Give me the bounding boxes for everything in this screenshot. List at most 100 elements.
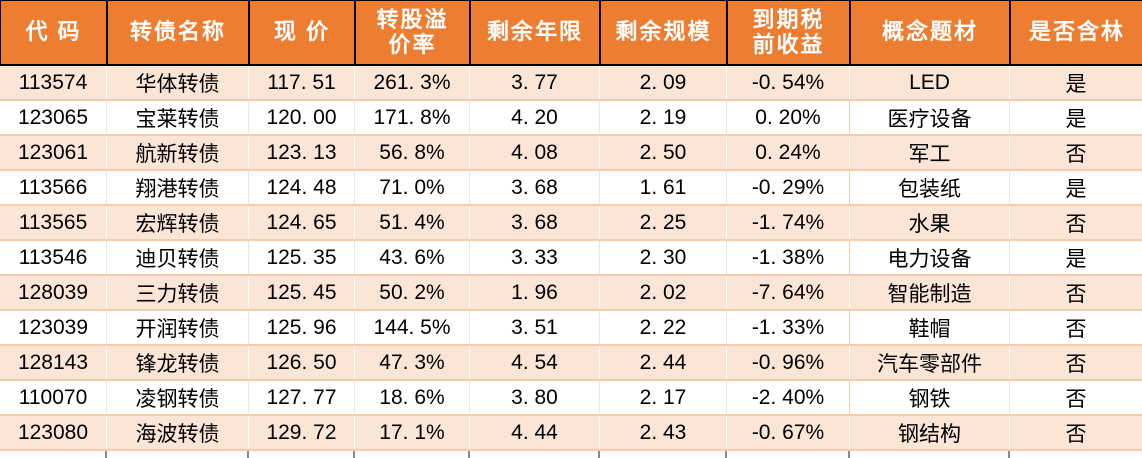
cell-premium-rate: 17. 1% <box>355 416 470 449</box>
cell-code: 123061 <box>0 136 107 169</box>
cell-pretax-yield: -0. 96% <box>727 346 850 379</box>
col-header-pretax-yield: 到期税 前收益 <box>728 1 851 64</box>
col-header-premium-rate: 转股溢 价率 <box>356 1 471 64</box>
cell-concept: 智能制造 <box>850 276 1010 309</box>
cell-price: 125. 96 <box>249 311 355 344</box>
cell-concept: 包装纸 <box>850 171 1010 204</box>
cell-code: 113546 <box>0 241 107 274</box>
cell-name: 凌钢转债 <box>107 381 249 414</box>
cell-code: 128039 <box>0 276 107 309</box>
cell-concept: 鞋帽 <box>850 311 1010 344</box>
col-header-price: 现 价 <box>250 1 356 64</box>
cell-pretax-yield: 0. 24% <box>727 136 850 169</box>
cell-remaining-size: 2. 43 <box>600 416 727 449</box>
cell-remaining-years: 3. 77 <box>470 66 600 99</box>
col-header-name: 转债名称 <box>108 1 250 64</box>
cell-remaining-years: 3. 51 <box>470 311 600 344</box>
cell-premium-rate: 47. 3% <box>355 346 470 379</box>
partial-cell <box>355 451 470 458</box>
cell-remaining-size: 2. 22 <box>600 311 727 344</box>
cell-code: 123065 <box>0 101 107 134</box>
cell-premium-rate: 56. 8% <box>355 136 470 169</box>
cell-name: 华体转债 <box>107 66 249 99</box>
cell-remaining-size: 2. 19 <box>600 101 727 134</box>
table-header-row: 代 码 转债名称 现 价 转股溢 价率 剩余年限 剩余规模 到期税 前收益 概念… <box>0 0 1142 66</box>
partial-cell <box>727 451 850 458</box>
cell-pretax-yield: -1. 33% <box>727 311 850 344</box>
cell-concept: 军工 <box>850 136 1010 169</box>
cell-pretax-yield: -1. 74% <box>727 206 850 239</box>
partial-cell <box>107 451 249 458</box>
cell-premium-rate: 43. 6% <box>355 241 470 274</box>
cell-price: 129. 72 <box>249 416 355 449</box>
cell-name: 海波转债 <box>107 416 249 449</box>
table-row: 128143 锋龙转债 126. 50 47. 3% 4. 54 2. 44 -0. 96%… <box>0 346 1142 381</box>
cell-contains-flag: 是 <box>1065 72 1087 96</box>
partial-cell <box>600 451 727 458</box>
cell-remaining-size: 2. 30 <box>600 241 727 274</box>
cell-contains-flag: 否 <box>1065 352 1087 376</box>
col-header-remaining-years: 剩余年限 <box>471 1 601 64</box>
partial-cell <box>1010 451 1142 458</box>
cell-remaining-size: 2. 02 <box>600 276 727 309</box>
cell-code: 123039 <box>0 311 107 344</box>
table-row: 128039 三力转债 125. 45 50. 2% 1. 96 2. 02 -7. 64%… <box>0 276 1142 311</box>
cell-remaining-years: 1. 96 <box>470 276 600 309</box>
cell-premium-rate: 51. 4% <box>355 206 470 239</box>
cell-remaining-years: 4. 20 <box>470 101 600 134</box>
cell-contains-flag: 否 <box>1065 387 1087 411</box>
cell-contains-flag: 否 <box>1065 142 1087 166</box>
cell-premium-rate: 18. 6% <box>355 381 470 414</box>
cell-remaining-size: 1. 61 <box>600 171 727 204</box>
table-row: 123061 航新转债 123. 13 56. 8% 4. 08 2. 50 0. 24% 军… <box>0 136 1142 171</box>
cell-pretax-yield: 0. 20% <box>727 101 850 134</box>
cell-name: 开润转债 <box>107 311 249 344</box>
cell-pretax-yield: -0. 29% <box>727 171 850 204</box>
cell-price: 124. 65 <box>249 206 355 239</box>
cell-pretax-yield: -0. 67% <box>727 416 850 449</box>
table-row: 113574 华体转债 117. 51 261. 3% 3. 77 2. 09 -0. 54… <box>0 66 1142 101</box>
table-row: 123039 开润转债 125. 96 144. 5% 3. 51 2. 22 -1. 33… <box>0 311 1142 346</box>
cell-remaining-size: 2. 50 <box>600 136 727 169</box>
cell-pretax-yield: -0. 54% <box>727 66 850 99</box>
cell-remaining-size: 2. 17 <box>600 381 727 414</box>
cell-premium-rate: 171. 8% <box>355 101 470 134</box>
cell-concept: 电力设备 <box>850 241 1010 274</box>
cell-price: 126. 50 <box>249 346 355 379</box>
cell-price: 125. 35 <box>249 241 355 274</box>
cell-code: 113574 <box>0 66 107 99</box>
cell-concept: 钢结构 <box>850 416 1010 449</box>
cell-code: 128143 <box>0 346 107 379</box>
cell-name: 宝莱转债 <box>107 101 249 134</box>
partial-cell <box>0 451 107 458</box>
cell-name: 锋龙转债 <box>107 346 249 379</box>
col-header-code: 代 码 <box>1 1 108 64</box>
cell-price: 123. 13 <box>249 136 355 169</box>
cell-price: 117. 51 <box>249 66 355 99</box>
cell-name: 迪贝转债 <box>107 241 249 274</box>
cell-name: 航新转债 <box>107 136 249 169</box>
cell-price: 120. 00 <box>249 101 355 134</box>
cell-name: 宏辉转债 <box>107 206 249 239</box>
cell-remaining-years: 3. 68 <box>470 206 600 239</box>
partial-next-row <box>0 451 1142 458</box>
cell-contains-flag: 是 <box>1065 107 1087 131</box>
table-row: 123080 海波转债 129. 72 17. 1% 4. 44 2. 43 -0. 67%… <box>0 416 1142 451</box>
cell-concept: 钢铁 <box>850 381 1010 414</box>
partial-cell <box>470 451 600 458</box>
cell-remaining-size: 2. 09 <box>600 66 727 99</box>
cell-remaining-years: 4. 08 <box>470 136 600 169</box>
cell-remaining-size: 2. 25 <box>600 206 727 239</box>
table-row: 113566 翔港转债 124. 48 71. 0% 3. 68 1. 61 -0. 29%… <box>0 171 1142 206</box>
cell-concept: 医疗设备 <box>850 101 1010 134</box>
cell-name: 翔港转债 <box>107 171 249 204</box>
cell-remaining-years: 3. 68 <box>470 171 600 204</box>
cell-contains-flag: 否 <box>1065 212 1087 236</box>
cell-premium-rate: 144. 5% <box>355 311 470 344</box>
cell-contains-flag: 否 <box>1065 422 1087 446</box>
cell-price: 127. 77 <box>249 381 355 414</box>
cell-code: 113566 <box>0 171 107 204</box>
cell-remaining-years: 3. 80 <box>470 381 600 414</box>
partial-cell <box>249 451 355 458</box>
